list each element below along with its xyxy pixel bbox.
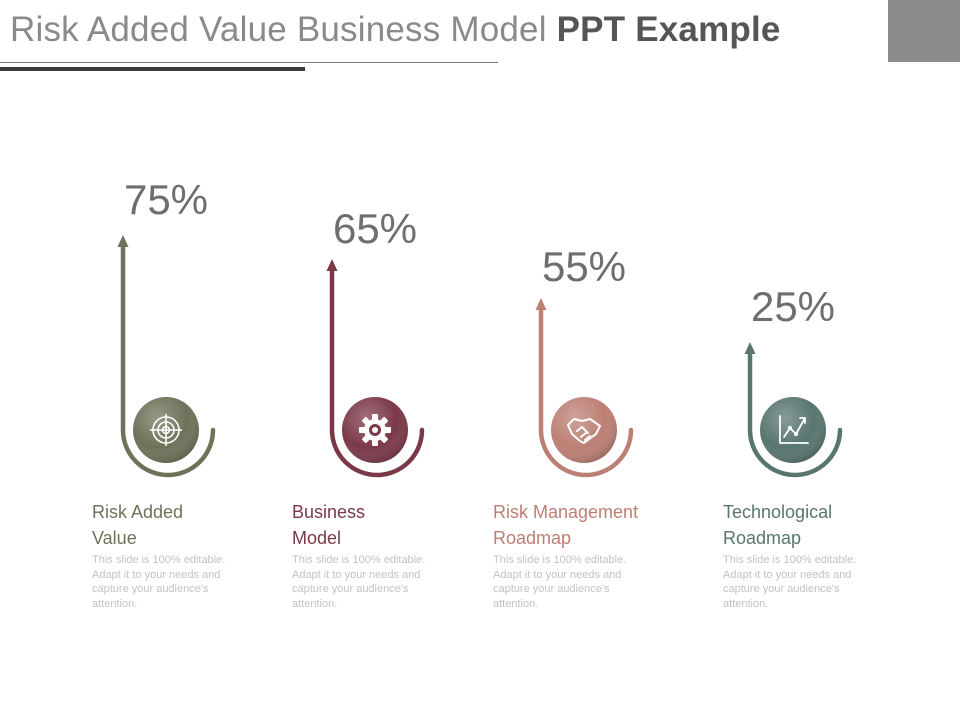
item-4-graphic: 25%	[744, 283, 843, 478]
item-2-label-line2: Model	[292, 528, 342, 548]
title-bold: PPT Example	[556, 10, 781, 49]
gear-icon	[359, 414, 391, 446]
item-4-arrow	[744, 342, 756, 354]
item-1-hook	[120, 242, 216, 478]
item-2-label-line1: Business	[292, 502, 366, 522]
item-3-graphic: 55%	[535, 243, 634, 478]
item-2-arrow	[326, 259, 338, 271]
item-1-graphic: 75%	[117, 176, 216, 478]
item-1-label: Risk Added Value	[92, 499, 292, 551]
item-2-description: This slide is 100% editable. Adapt it to…	[292, 554, 426, 610]
item-3-label-line1: Risk Management	[493, 502, 639, 522]
item-4-hook	[747, 349, 843, 478]
item-1-arrow	[117, 235, 129, 247]
item-4-percent: 25%	[751, 283, 835, 330]
line-chart-icon	[779, 415, 809, 444]
item-4-label: Technological Roadmap	[723, 499, 923, 551]
item-4-description: This slide is 100% editable. Adapt it to…	[723, 554, 857, 610]
item-3-percent: 55%	[542, 243, 626, 290]
item-4-label-line2: Roadmap	[723, 528, 802, 548]
title-regular: Risk Added Value Business Model	[10, 10, 547, 49]
target-icon	[150, 414, 182, 446]
item-3-description: This slide is 100% editable. Adapt it to…	[493, 554, 627, 610]
item-2-label: Business Model	[292, 499, 492, 551]
handshake-icon	[567, 418, 601, 444]
item-3-label-line2: Roadmap	[493, 528, 572, 548]
item-1-label-line1: Risk Added	[92, 502, 184, 522]
item-2-hook	[329, 266, 425, 478]
item-1-description: This slide is 100% editable. Adapt it to…	[92, 554, 226, 610]
item-3-label: Risk Management Roadmap	[493, 499, 693, 551]
item-4-label-line1: Technological	[723, 502, 833, 522]
item-3-arrow	[535, 298, 547, 310]
title-underline-thick	[0, 67, 305, 71]
item-3-hook	[538, 305, 634, 478]
item-1-label-line2: Value	[92, 528, 137, 548]
corner-decoration	[888, 0, 960, 62]
page-title: Risk Added Value Business Model PPT Exam…	[10, 10, 781, 50]
title-underline-thin	[0, 62, 498, 63]
item-1-percent: 75%	[124, 176, 208, 223]
item-2-graphic: 65%	[326, 205, 425, 478]
item-2-percent: 65%	[333, 205, 417, 252]
